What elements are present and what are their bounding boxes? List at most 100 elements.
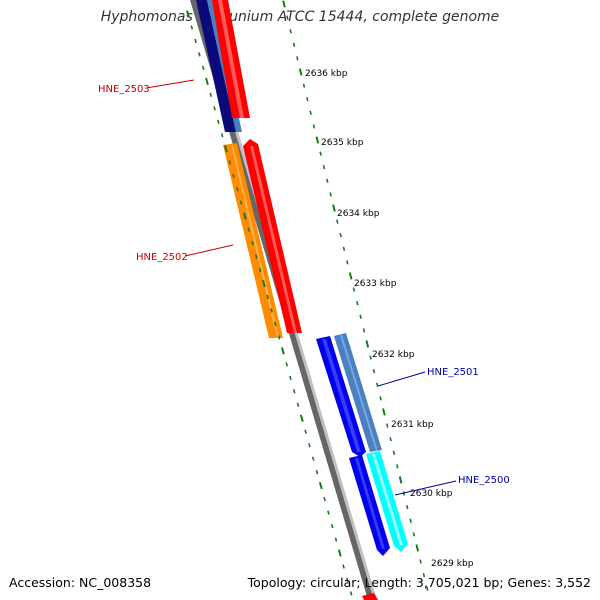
ruler-tick: [346, 577, 349, 583]
ruler-inner-dotted: [186, 10, 353, 596]
ruler-tick: [299, 414, 304, 422]
ruler-tick: [292, 389, 296, 394]
ruler-tick: [412, 532, 416, 537]
ruler-tick: [277, 335, 281, 340]
ruler-tick: [224, 145, 228, 153]
ruler-tick: [186, 10, 190, 18]
ruler-tick: [389, 437, 392, 442]
ruler-tick: [409, 518, 412, 523]
ruler-tick: [315, 136, 320, 144]
ruler-label: 2634 kbp: [337, 209, 380, 219]
ruler-tick: [247, 227, 251, 232]
gene-hne-2501-reverse-shade: [322, 339, 361, 452]
ruler-tick: [273, 321, 277, 327]
ruler-tick: [379, 396, 382, 401]
ruler-tick: [315, 470, 319, 475]
genome-summary-text: Topology: circular; Length: 3,705,021 bp…: [247, 575, 591, 590]
ruler-tick: [352, 287, 356, 292]
ruler-tick: [190, 25, 194, 30]
ruler-tick: [369, 355, 372, 360]
ruler-tick: [298, 68, 303, 76]
ruler-tick: [270, 308, 273, 313]
ruler-outer-dotted: [282, 0, 429, 591]
ruler-tick: [304, 429, 307, 434]
ruler-tick: [330, 523, 334, 529]
ruler-tick: [280, 347, 285, 355]
ruler-tick: [415, 544, 420, 552]
ruler-tick: [296, 56, 299, 61]
ruler-label: 2635 kbp: [321, 138, 364, 148]
ruler-label: 2631 kbp: [391, 420, 434, 430]
ruler-tick: [365, 340, 370, 348]
ruler-tick: [220, 133, 224, 138]
ruler-tick: [318, 482, 323, 490]
ruler-tick: [261, 279, 266, 288]
ruler-tick: [306, 97, 309, 102]
ruler-tick: [258, 267, 262, 273]
ruler-tick: [292, 42, 296, 47]
ruler-tick: [327, 510, 330, 515]
ruler-tick: [282, 0, 286, 8]
ruler-tick: [349, 591, 353, 596]
ruler-label: 2629 kbp: [431, 559, 474, 569]
gene-hne-2503-reverse-dark: [196, 0, 236, 132]
ruler-tick: [337, 549, 342, 557]
ruler-tick: [308, 443, 311, 448]
ruler-tick: [296, 402, 300, 407]
ruler-tick: [342, 246, 346, 251]
ruler-tick: [209, 92, 213, 97]
ruler-tick: [251, 240, 254, 246]
ruler-tick: [402, 491, 406, 496]
ruler-tick: [236, 187, 239, 192]
gene-hne-2502-forward-shade: [250, 146, 297, 333]
gene-label-hne-2500: HNE_2500: [458, 475, 510, 486]
ruler-tick: [205, 77, 209, 86]
ruler-tick: [254, 254, 258, 259]
ruler-tick: [329, 192, 332, 197]
gene-hne-2503-forward-shade: [218, 0, 244, 118]
ruler-tick: [392, 450, 396, 455]
ruler-tick: [289, 29, 292, 34]
ruler-tick: [312, 124, 316, 129]
ruler-tick: [348, 272, 353, 280]
ruler-tick: [319, 151, 322, 156]
accession-text: Accession: NC_008358: [9, 575, 152, 590]
feature-blocks: [196, 0, 408, 600]
ruler-tick: [372, 369, 376, 374]
gene-labels: HNE_2503 HNE_2502 HNE_2501 HNE_2500: [98, 79, 510, 496]
gene-hne-2502-cds-shade: [231, 145, 279, 338]
ruler-label: 2630 kbp: [410, 489, 453, 499]
ruler-tick: [356, 301, 359, 306]
ruler-tick: [396, 464, 399, 469]
ruler-tick: [419, 559, 422, 564]
ruler-tick: [342, 564, 345, 569]
ruler-tick: [422, 572, 426, 578]
ruler-tick: [359, 314, 362, 319]
ruler-tick: [336, 219, 339, 224]
ruler-tick: [326, 178, 329, 183]
ruler-tick: [217, 119, 220, 124]
ruler-label: 2633 kbp: [354, 279, 397, 289]
ruler-label: 2632 kbp: [372, 350, 415, 360]
gene-partial-next: [362, 593, 378, 600]
ruler-tick: [243, 212, 247, 220]
ruler-tick: [239, 200, 243, 205]
ruler-tick: [309, 110, 312, 115]
ruler-tick: [405, 504, 409, 510]
ruler-tick: [322, 165, 326, 170]
ruler-tick: [286, 15, 289, 20]
ruler-tick: [376, 382, 379, 387]
gene-hne-2500-reverse-shade: [355, 458, 385, 549]
gene-hne-2502-cds: [223, 143, 283, 338]
ruler-labels: 2636 kbp 2635 kbp 2634 kbp 2633 kbp 2632…: [305, 69, 474, 569]
gene-hne-2500-cds-shade: [372, 454, 403, 545]
ruler-tick: [362, 328, 366, 333]
ruler-tick: [386, 423, 389, 428]
ruler-tick: [266, 294, 269, 300]
gene-label-hne-2503: HNE_2503: [98, 84, 150, 95]
ruler-tick: [228, 160, 232, 165]
ruler-tick: [302, 83, 306, 88]
ruler-tick: [339, 233, 342, 238]
ruler-tick: [323, 496, 326, 502]
